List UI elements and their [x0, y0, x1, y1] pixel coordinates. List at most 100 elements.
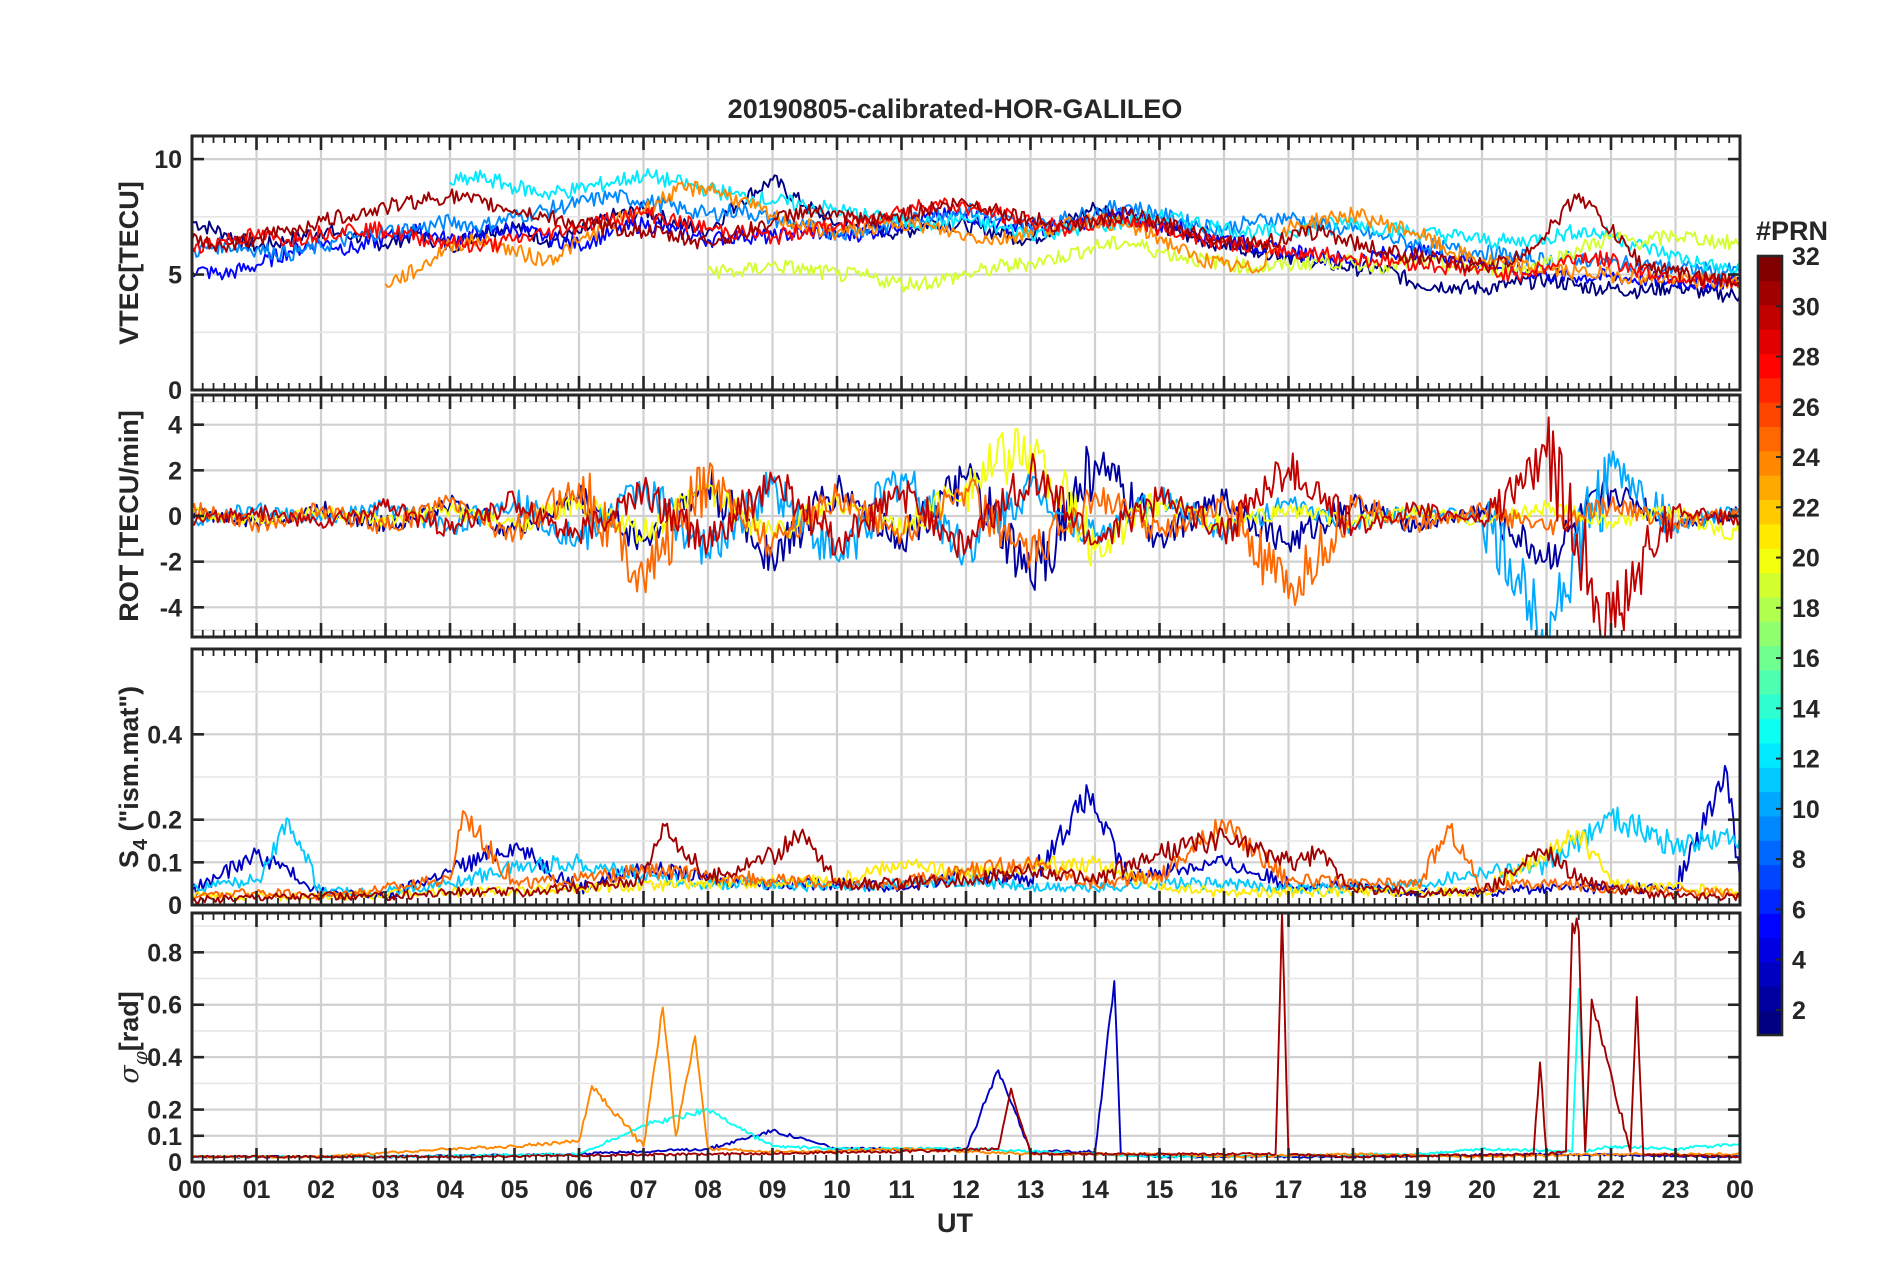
y-tick-label: 0.4	[147, 1044, 182, 1072]
y-axis-label-sigma_phi: σφ[rad]	[114, 991, 152, 1083]
y-tick-label: 0	[168, 1149, 182, 1177]
colorbar-segment	[1758, 499, 1782, 525]
x-tick-label: 03	[372, 1176, 400, 1204]
y-tick-label: 0.6	[147, 992, 182, 1020]
panel-vtec: 0 5 10 VTEC[TECU]	[114, 134, 1742, 405]
colorbar-tick-label: 12	[1792, 746, 1820, 774]
y-axis-label-vtec: VTEC[TECU]	[114, 181, 144, 345]
x-tick-label: 17	[1275, 1176, 1303, 1204]
x-tick-label: 15	[1146, 1176, 1174, 1204]
colorbar-tick-label: 32	[1792, 243, 1820, 271]
colorbar-segment	[1758, 864, 1782, 890]
y-tick-label: -2	[160, 549, 182, 577]
panel-series-group	[192, 416, 1740, 637]
x-tick-label: 11	[888, 1176, 915, 1204]
y-tick-label: 0.2	[147, 807, 182, 835]
colorbar-segment	[1758, 572, 1782, 598]
chart-title: 20190805-calibrated-HOR-GALILEO	[728, 94, 1183, 124]
panel-series-group	[192, 168, 1740, 303]
x-tick-label: 13	[1017, 1176, 1045, 1204]
colorbar-segment	[1758, 669, 1782, 695]
x-tick-label: 21	[1533, 1176, 1561, 1204]
colorbar-segment	[1758, 256, 1782, 281]
y-tick-label: -4	[160, 594, 182, 622]
colorbar-tick-label: 24	[1792, 444, 1820, 472]
x-tick-label: 02	[307, 1176, 335, 1204]
x-tick-label: 16	[1210, 1176, 1238, 1204]
x-tick-label: 19	[1404, 1176, 1432, 1204]
colorbar-title: #PRN	[1756, 216, 1828, 246]
colorbar-tick-label: 20	[1792, 545, 1820, 573]
colorbar-segment	[1758, 1010, 1782, 1036]
colorbar-tick-label: 28	[1792, 344, 1820, 372]
colorbar-tick-label: 26	[1792, 394, 1820, 422]
series-line-prn-25	[192, 810, 1740, 901]
x-tick-label: 08	[694, 1176, 722, 1204]
colorbar-segment	[1758, 937, 1782, 963]
colorbar-segment	[1758, 426, 1782, 452]
series-line-prn-25	[192, 462, 1740, 607]
colorbar-segment	[1758, 548, 1782, 574]
y-axis-label-s4: S4 ("ism.mat")	[114, 686, 152, 868]
y-tick-label: 0	[168, 377, 182, 405]
colorbar-tick-label: 4	[1792, 947, 1806, 975]
colorbar-segment	[1758, 913, 1782, 939]
x-tick-label: 18	[1339, 1176, 1367, 1204]
colorbar-segment	[1758, 815, 1782, 841]
x-tick-label: 10	[823, 1176, 851, 1204]
colorbar-segment	[1758, 840, 1782, 866]
panel-rot: -4 -2 0 2 4 ROT [TECU/min]	[114, 393, 1742, 639]
y-tick-label: 10	[154, 146, 182, 174]
y-tick-label: 5	[168, 262, 182, 290]
panel-sigma_phi: 00.10.2 0.4 0.6 0.8 σφ[rad]	[114, 911, 1742, 1177]
y-tick-label: 4	[168, 412, 182, 440]
series-line-prn-28	[192, 197, 1740, 290]
y-axis-label-rot: ROT [TECU/min]	[114, 410, 144, 621]
y-tick-label: 0	[168, 892, 182, 920]
colorbar-tick-label: 8	[1792, 846, 1806, 874]
x-tick-label: 07	[630, 1176, 658, 1204]
x-axis-label: UT	[937, 1208, 973, 1238]
panel-s4: 0 0.1 0.2 0.4S4 ("ism.mat")	[114, 647, 1742, 920]
colorbar-segment	[1758, 596, 1782, 622]
x-tick-label: 01	[243, 1176, 271, 1204]
y-tick-label: 0.8	[147, 939, 182, 967]
series-line-prn-31	[192, 188, 1740, 288]
colorbar-tick-label: 18	[1792, 595, 1820, 623]
colorbar-tick-label: 16	[1792, 645, 1820, 673]
colorbar-segment	[1758, 694, 1782, 720]
x-tick-labels: 00 01 02 03 04 05 06 07 08 09 10 11 12 13 14 15 16 17 18 19…	[178, 1176, 1754, 1204]
y-tick-label: 0.2	[147, 1097, 182, 1125]
x-tick-label: 00	[1726, 1176, 1754, 1204]
colorbar-segment	[1758, 986, 1782, 1012]
x-tick-label: 04	[436, 1176, 464, 1204]
x-tick-label: 14	[1081, 1176, 1109, 1204]
colorbar-tick-label: 6	[1792, 896, 1806, 924]
x-tick-label: 05	[501, 1176, 529, 1204]
colorbar-segment	[1758, 742, 1782, 768]
colorbar-segment	[1758, 767, 1782, 793]
x-tick-label: 23	[1662, 1176, 1690, 1204]
y-tick-label: 0.1	[147, 1123, 182, 1151]
x-tick-label: 00	[178, 1176, 206, 1204]
colorbar-frame	[1756, 254, 1784, 1037]
colorbar-segment	[1758, 961, 1782, 987]
colorbar-tick-label: 14	[1792, 695, 1820, 723]
colorbar-segment	[1758, 377, 1782, 403]
x-tick-label: 06	[565, 1176, 593, 1204]
y-tick-label: 0	[168, 503, 182, 531]
x-tick-label: 09	[759, 1176, 787, 1204]
colorbar-segment	[1758, 329, 1782, 354]
colorbar-segment	[1758, 475, 1782, 501]
x-tick-label: 12	[952, 1176, 980, 1204]
colorbar-segment	[1758, 718, 1782, 744]
colorbar-segment	[1758, 621, 1782, 647]
x-tick-label: 22	[1597, 1176, 1625, 1204]
y-tick-label: 0.1	[147, 849, 182, 877]
colorbar-segment	[1758, 791, 1782, 817]
y-tick-label: 0.4	[147, 721, 182, 749]
series-line-prn-30	[192, 416, 1740, 637]
